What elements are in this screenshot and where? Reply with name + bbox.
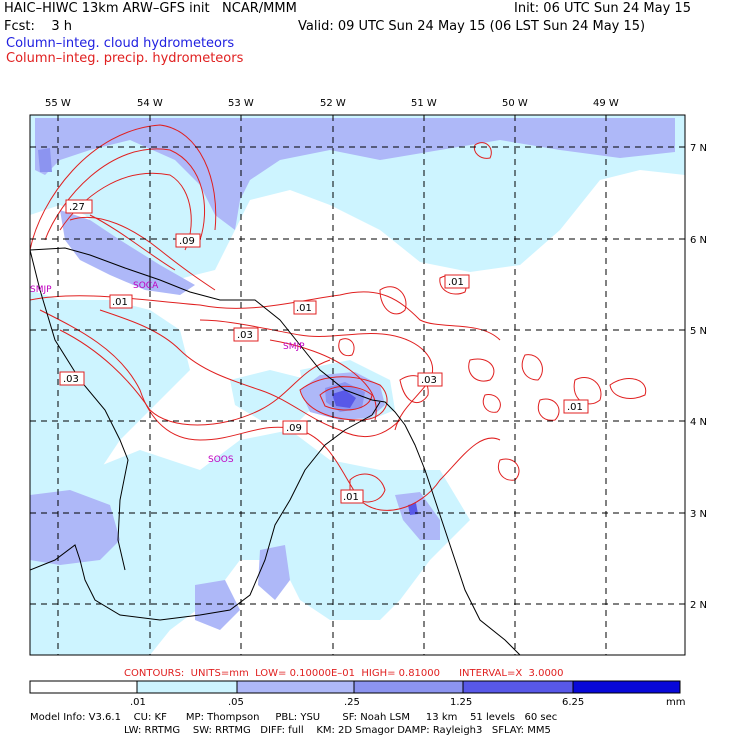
contour-label: .01 xyxy=(444,274,470,289)
svg-text:.01: .01 xyxy=(448,277,464,288)
init-time: Init: 06 UTC Sun 24 May 15 xyxy=(514,1,691,16)
contour-label: .03 xyxy=(59,371,85,386)
colorbar xyxy=(29,680,681,694)
contour-label: .01 xyxy=(340,489,364,504)
forecast-hour: Fcst: 3 h xyxy=(4,19,73,34)
contour-label: .09 xyxy=(175,233,201,248)
hydrometeor-shading xyxy=(30,115,685,655)
colorbar-tick: .05 xyxy=(228,697,244,708)
station-label: SOOS xyxy=(208,455,234,465)
contour-label: .03 xyxy=(233,327,259,342)
colorbar-tick: 6.25 xyxy=(562,697,584,708)
lon-label: 53 W xyxy=(228,98,254,109)
lon-label: 49 W xyxy=(593,98,619,109)
contour-label: .01 xyxy=(109,294,133,309)
valid-time: Valid: 09 UTC Sun 24 May 15 (06 LST Sun … xyxy=(298,19,646,34)
svg-text:.03: .03 xyxy=(421,375,437,386)
colorbar-tick: .25 xyxy=(344,697,360,708)
lon-label: 55 W xyxy=(45,98,71,109)
contour-label: .01 xyxy=(293,300,317,315)
svg-text:.01: .01 xyxy=(296,303,312,314)
svg-text:.27: .27 xyxy=(69,202,85,213)
svg-text:.01: .01 xyxy=(343,492,359,503)
colorbar-unit: mm xyxy=(666,697,685,708)
lon-label: 50 W xyxy=(502,98,528,109)
model-info-line1: Model Info: V3.6.1 CU: KF MP: Thompson P… xyxy=(30,712,558,723)
svg-text:.01: .01 xyxy=(112,297,128,308)
station-label: SMJP xyxy=(30,285,52,295)
contour-label: .27 xyxy=(65,199,93,214)
coastline xyxy=(30,247,521,655)
cloud-field-label: Column–integ. cloud hydrometeors xyxy=(6,36,235,51)
lat-label: 5 N xyxy=(690,326,707,337)
svg-text:.09: .09 xyxy=(286,423,302,434)
precip-field-label: Column–integ. precip. hydrometeors xyxy=(6,51,244,66)
contour-label: .09 xyxy=(282,420,308,435)
colorbar-tick: .01 xyxy=(130,697,146,708)
lat-label: 2 N xyxy=(690,600,707,611)
contour-info: CONTOURS: UNITS=mm LOW= 0.10000E–01 HIGH… xyxy=(124,668,564,679)
model-info-line2: LW: RRTMG SW: RRTMG DIFF: full KM: 2D Sm… xyxy=(124,725,551,736)
colorbar-tick: 1.25 xyxy=(450,697,472,708)
lat-label: 3 N xyxy=(690,509,707,520)
lon-label: 52 W xyxy=(320,98,346,109)
svg-text:.01: .01 xyxy=(567,402,583,413)
contour-labels: .27 .09 .01 .01 .03 .01 .03 .03 .09 .01 … xyxy=(59,199,589,504)
station-label: SMJP xyxy=(283,342,305,352)
lon-label: 54 W xyxy=(137,98,163,109)
lat-label: 6 N xyxy=(690,235,707,246)
contour-label: .01 xyxy=(563,399,589,414)
lat-label: 7 N xyxy=(690,143,707,154)
svg-text:.03: .03 xyxy=(237,330,253,341)
model-title: HAIC–HIWC 13km ARW–GFS init NCAR/MMM xyxy=(4,1,297,16)
svg-text:.09: .09 xyxy=(179,236,195,247)
map-frame xyxy=(29,114,686,656)
lon-label: 51 W xyxy=(411,98,437,109)
lat-label: 4 N xyxy=(690,417,707,428)
svg-text:.03: .03 xyxy=(63,374,79,385)
station-label: SOCA xyxy=(133,281,159,291)
contour-label: .03 xyxy=(417,372,443,387)
